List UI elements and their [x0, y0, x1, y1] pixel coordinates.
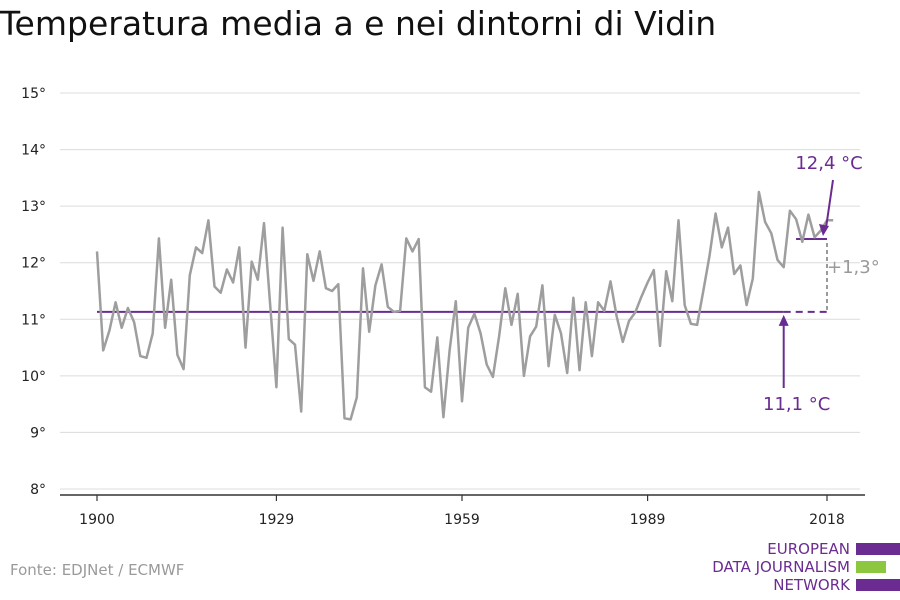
x-tick-label: 1989: [630, 512, 666, 528]
logo-bar-purple-top: [856, 543, 900, 555]
y-tick-label: 15°: [21, 86, 46, 102]
y-tick-label: 9°: [30, 425, 46, 441]
y-tick-label: 8°: [30, 482, 46, 498]
reference-lines: [97, 237, 828, 313]
high-mean-arrowhead: [819, 223, 829, 236]
logo-line-3: NETWORK: [773, 576, 850, 594]
y-tick-label: 13°: [21, 199, 46, 215]
high-mean-label: 12,4 °C: [795, 153, 862, 174]
logo-bar-purple-bottom: [856, 579, 900, 591]
x-tick-label: 1929: [259, 512, 295, 528]
temperature-series-line: [95, 190, 834, 421]
chart-title: Temperatura media a e nei dintorni di Vi…: [0, 4, 717, 43]
logo-line-1: EUROPEAN: [767, 540, 850, 558]
x-tick-label: 1900: [79, 512, 115, 528]
logo-bar-green: [856, 561, 886, 573]
low-mean-arrowhead: [778, 314, 789, 326]
high-mean-arrow: [825, 179, 834, 229]
y-tick-label: 14°: [21, 143, 46, 159]
x-tick-label: 2018: [809, 512, 845, 528]
y-tick-label: 11°: [21, 312, 46, 328]
source-credit: Fonte: EDJNet / ECMWF: [10, 561, 185, 579]
axes: 8° 9° 10° 11° 12° 13° 14° 15° 1900 1929 1959 1989 20…: [21, 86, 865, 528]
logo-line-2: DATA JOURNALISM: [712, 558, 850, 576]
annotations: 11,1 °C 12,4 °C +1,3°: [763, 153, 880, 415]
low-mean-label: 11,1 °C: [763, 394, 830, 415]
edjnet-logo: EUROPEAN DATA JOURNALISM NETWORK: [700, 540, 900, 598]
series: [95, 190, 834, 421]
y-tick-label: 10°: [21, 369, 46, 385]
difference-label: +1,3°: [827, 257, 880, 278]
x-tick-label: 1959: [444, 512, 480, 528]
grid-lines: [60, 92, 860, 490]
y-tick-label: 12°: [21, 256, 46, 272]
